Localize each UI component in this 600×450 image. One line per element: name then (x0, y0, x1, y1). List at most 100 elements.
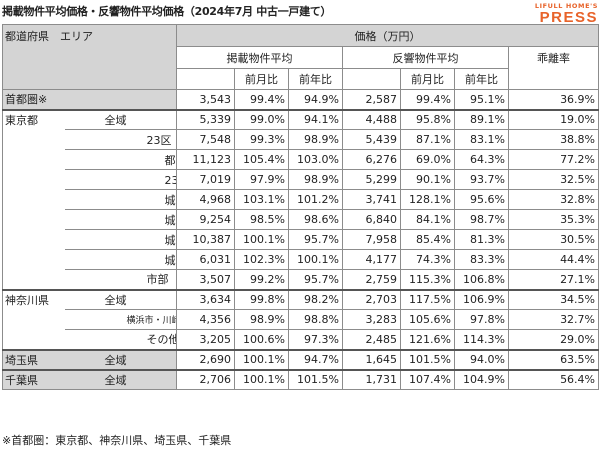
table-row: 23区その他7,01997.9%98.9%5,29990.1%93.7%32.5… (2, 169, 600, 190)
table-title: 掲載物件平均価格・反響物件平均価格（2024年7月 中古一戸建て） (2, 5, 332, 18)
cell-prefecture (2, 149, 65, 170)
cell-response-mom: 99.4% (400, 89, 455, 111)
brand-logo-top: LIFULL HOME'S (534, 2, 598, 10)
cell-response-yoy: 94.0% (454, 349, 509, 371)
cell-gap: 30.5% (507, 229, 600, 250)
cell-response-yoy: 95.6% (454, 189, 509, 210)
cell-gap: 36.9% (507, 89, 600, 111)
cell-listed-mom: 100.6% (234, 329, 289, 351)
cell-response-price: 2,703 (342, 289, 401, 310)
cell-response-price: 1,731 (342, 369, 401, 390)
cell-area: 全域 (64, 369, 177, 390)
cell-response-yoy: 83.1% (454, 129, 509, 150)
cell-response-mom: 128.1% (400, 189, 455, 210)
header-response-price (342, 68, 401, 90)
cell-listed-yoy: 98.9% (288, 169, 343, 190)
cell-response-mom: 85.4% (400, 229, 455, 250)
cell-listed-price: 5,339 (176, 109, 235, 130)
cell-response-mom: 95.8% (400, 109, 455, 130)
cell-listed-mom: 99.4% (234, 89, 289, 111)
cell-prefecture (2, 229, 65, 250)
cell-response-yoy: 106.8% (454, 269, 509, 291)
table-row: 神奈川県 全域 3,634 99.8% 98.2% 2,703 117.5% 106.9% 34… (2, 289, 600, 310)
cell-listed-price: 4,968 (176, 189, 235, 210)
cell-prefecture (2, 169, 65, 190)
cell-listed-mom: 105.4% (234, 149, 289, 170)
header-response-yoy: 前年比 (454, 68, 509, 90)
cell-prefecture (2, 249, 65, 270)
cell-area: 全域 (64, 289, 177, 310)
table-body: 都道府県 エリア 価格（万円） 掲載物件平均 反響物件平均 乖離率 前月比 前年… (2, 24, 600, 390)
table-row: 東京都 全域 5,339 99.0% 94.1% 4,488 95.8% 89.1% 19.0% (2, 109, 600, 130)
header-response-mom: 前月比 (400, 68, 455, 90)
cell-response-mom: 121.6% (400, 329, 455, 351)
cell-prefecture (2, 309, 65, 330)
cell-response-yoy: 104.9% (454, 369, 509, 390)
cell-response-price: 4,177 (342, 249, 401, 270)
cell-area: 城西 (64, 209, 177, 230)
brand-logo: PRESS (539, 9, 598, 26)
cell-gap: 19.0% (507, 109, 600, 130)
cell-prefecture (2, 269, 65, 291)
cell-prefecture (2, 189, 65, 210)
cell-response-price: 2,759 (342, 269, 401, 291)
header-price: 価格（万円） (175, 24, 600, 47)
cell-response-mom: 107.4% (400, 369, 455, 390)
header-listed-yoy: 前年比 (288, 68, 343, 90)
cell-area: 都心6区 (64, 149, 177, 170)
cell-response-mom: 115.3% (400, 269, 455, 291)
cell-response-mom: 74.3% (400, 249, 455, 270)
cell-gap: 32.5% (507, 169, 600, 190)
cell-listed-yoy: 94.7% (288, 349, 343, 371)
cell-listed-price: 3,205 (176, 329, 235, 351)
price-table: 都道府県 エリア 価格（万円） 掲載物件平均 反響物件平均 乖離率 前月比 前年… (2, 24, 600, 390)
cell-area: 市部 (64, 269, 177, 291)
cell-response-mom: 84.1% (400, 209, 455, 230)
cell-listed-yoy: 101.2% (288, 189, 343, 210)
cell-listed-price: 6,031 (176, 249, 235, 270)
cell-area (64, 89, 177, 111)
cell-listed-price: 3,507 (176, 269, 235, 291)
footnote: ※首都圏：東京都、神奈川県、埼玉県、千葉県 (2, 434, 232, 447)
cell-listed-mom: 99.2% (234, 269, 289, 291)
table-row: 都心6区11,123105.4%103.0%6,27669.0%64.3%77.… (2, 149, 600, 170)
cell-response-mom: 101.5% (400, 349, 455, 371)
cell-response-yoy: 93.7% (454, 169, 509, 190)
cell-prefecture: 埼玉県 (2, 349, 65, 371)
cell-prefecture: 神奈川県 (2, 289, 65, 310)
header-response: 反響物件平均 (342, 46, 509, 69)
cell-gap: 44.4% (507, 249, 600, 270)
cell-listed-price: 4,356 (176, 309, 235, 330)
cell-response-yoy: 64.3% (454, 149, 509, 170)
cell-listed-price: 9,254 (176, 209, 235, 230)
cell-area: 全域 (64, 349, 177, 371)
cell-gap: 63.5% (507, 349, 600, 371)
cell-response-yoy: 83.3% (454, 249, 509, 270)
cell-area: 23区 (64, 129, 177, 150)
cell-prefecture (2, 129, 65, 150)
cell-response-price: 1,645 (342, 349, 401, 371)
table-row: 横浜市・川崎市4,35698.9%98.8%3,283105.6%97.8%32… (2, 309, 600, 330)
cell-listed-mom: 100.1% (234, 229, 289, 250)
cell-gap: 34.5% (507, 289, 600, 310)
cell-gap: 32.7% (507, 309, 600, 330)
cell-response-mom: 87.1% (400, 129, 455, 150)
cell-listed-mom: 97.9% (234, 169, 289, 190)
cell-response-yoy: 89.1% (454, 109, 509, 130)
cell-response-price: 2,485 (342, 329, 401, 351)
cell-response-yoy: 95.1% (454, 89, 509, 111)
cell-response-mom: 90.1% (400, 169, 455, 190)
table-row: 千葉県 全域 2,706 100.1% 101.5% 1,731 107.4% 104.9% 5… (2, 369, 600, 390)
cell-listed-yoy: 98.6% (288, 209, 343, 230)
cell-response-yoy: 81.3% (454, 229, 509, 250)
cell-listed-price: 3,543 (176, 89, 235, 111)
cell-listed-yoy: 97.3% (288, 329, 343, 351)
cell-response-mom: 69.0% (400, 149, 455, 170)
cell-area: その他 (64, 329, 177, 351)
header-listed-mom: 前月比 (234, 68, 289, 90)
cell-area: 23区その他 (64, 169, 177, 190)
cell-listed-price: 2,690 (176, 349, 235, 371)
